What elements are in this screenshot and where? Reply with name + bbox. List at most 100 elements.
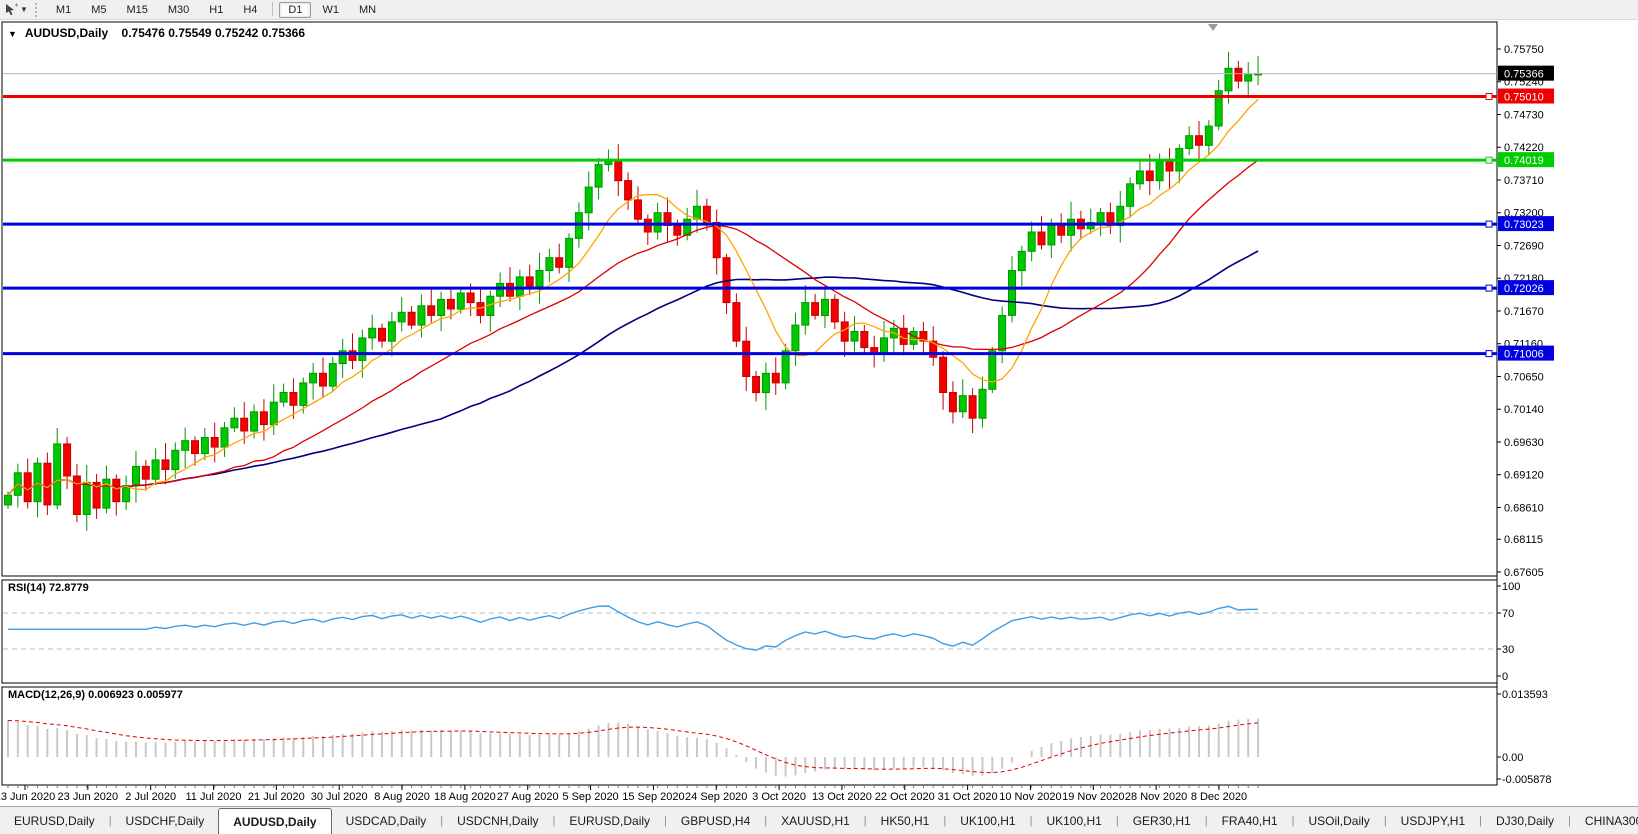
tf-button-m5[interactable]: M5 <box>91 3 107 16</box>
chevron-down-icon[interactable]: ▼ <box>20 5 28 14</box>
tab-separator: | <box>863 815 867 827</box>
candle-body <box>535 270 544 288</box>
candle-body <box>476 302 485 316</box>
tab-gbpusd-h4[interactable]: GBPUSD,H4 <box>680 814 751 828</box>
tab-eurusd-daily[interactable]: EURUSD,Daily <box>14 814 95 828</box>
rsi-tick-label: 70 <box>1502 608 1514 620</box>
level-tag-label: 0.72026 <box>1504 283 1544 295</box>
candle-body <box>387 321 396 342</box>
date-label: 18 Aug 2020 <box>434 791 496 803</box>
ma-mid-line <box>7 159 1259 496</box>
symbol-tabs: EURUSD,Daily | USDCHF,Daily AUDUSD,Daily USD… <box>0 807 1638 834</box>
tab-usdcad-daily[interactable]: USDCAD,Daily <box>345 814 427 828</box>
tab-hk50-h1[interactable]: HK50,H1 <box>880 814 930 828</box>
tab-separator: | <box>1204 815 1208 827</box>
candle-body <box>525 276 534 287</box>
candle-body <box>742 340 751 378</box>
tab-separator: | <box>440 815 444 827</box>
level-handle[interactable] <box>1485 220 1493 228</box>
candle-body <box>496 282 505 297</box>
candle-body <box>821 298 829 316</box>
tf-button-m30[interactable]: M30 <box>167 3 190 16</box>
price-pane[interactable] <box>1 21 1498 577</box>
price-tick-label: 0.67605 <box>1504 567 1544 579</box>
candle-body <box>309 372 318 384</box>
candle-body <box>555 257 564 268</box>
candle-body <box>1195 135 1203 146</box>
candle-body <box>181 440 190 451</box>
candle-body <box>269 401 278 426</box>
tf-button-h4[interactable]: H4 <box>243 3 258 16</box>
macd-label: MACD(12,26,9) 0.006923 0.005977 <box>8 689 183 701</box>
candle-body <box>427 305 436 316</box>
level-handle[interactable] <box>1485 350 1493 358</box>
date-label: 15 Sep 2020 <box>622 791 684 803</box>
tab-usdchf-daily[interactable]: USDCHF,Daily <box>125 814 205 828</box>
date-label: 11 Jul 2020 <box>185 791 241 803</box>
candle-body <box>132 465 140 487</box>
date-label: 8 Dec 2020 <box>1191 791 1247 803</box>
rsi-tick-label: 0 <box>1502 671 1508 683</box>
tf-button-m1[interactable]: M1 <box>55 3 72 16</box>
candle-body <box>1224 67 1233 92</box>
tab-uk100-h1[interactable]: UK100,H1 <box>1046 814 1102 828</box>
candle-body <box>1126 183 1135 207</box>
tab-fra40-h1[interactable]: FRA40,H1 <box>1221 814 1278 828</box>
tab-separator: | <box>1479 815 1483 827</box>
tab-usdcnh-daily[interactable]: USDCNH,Daily <box>457 814 539 828</box>
tab-separator: | <box>1568 815 1571 827</box>
candle-body <box>673 225 682 236</box>
macd-pane[interactable] <box>1 686 1498 786</box>
level-handle[interactable] <box>1485 284 1493 292</box>
candle-body <box>515 276 524 297</box>
level-handle[interactable] <box>1485 156 1493 164</box>
macd-tick-label: 0.00 <box>1502 752 1523 764</box>
level-handle[interactable] <box>1485 93 1493 101</box>
tab-audusd-daily[interactable]: AUDUSD,Daily <box>218 808 332 834</box>
candle-body <box>1155 160 1164 182</box>
candle-body <box>299 382 308 406</box>
tab-xauusd-h1[interactable]: XAUUSD,H1 <box>781 814 850 828</box>
tab-eurusd-daily[interactable]: EURUSD,Daily <box>569 814 651 828</box>
price-tick-label: 0.73710 <box>1504 175 1544 187</box>
tab-usdjpy-h1[interactable]: USDJPY,H1 <box>1400 814 1466 828</box>
candle-body <box>259 411 268 426</box>
candle-body <box>1204 125 1213 146</box>
price-tick-label: 0.68610 <box>1504 502 1544 514</box>
tab-uk100-h1[interactable]: UK100,H1 <box>960 814 1016 828</box>
date-label: 19 Nov 2020 <box>1062 791 1124 803</box>
tab-ger30-h1[interactable]: GER30,H1 <box>1132 814 1191 828</box>
rsi-pane[interactable] <box>1 579 1498 684</box>
tab-dj30-daily[interactable]: DJ30,Daily <box>1496 814 1555 828</box>
date-label: 3 Oct 2020 <box>752 791 806 803</box>
tab-separator: | <box>943 815 947 827</box>
tab-usoil-daily[interactable]: USOil,Daily <box>1308 814 1370 828</box>
tf-button-d1[interactable]: D1 <box>279 1 312 18</box>
price-tick-label: 0.75750 <box>1504 44 1544 56</box>
candle-body <box>1214 90 1223 127</box>
candle-body <box>141 465 150 480</box>
candle-body <box>102 478 111 509</box>
tab-china300-h1[interactable]: CHINA300,H1 <box>1584 814 1638 828</box>
candle-body <box>348 350 357 361</box>
candle-body <box>466 292 475 304</box>
tf-button-h1[interactable]: H1 <box>209 3 224 16</box>
candle-body <box>880 337 888 355</box>
tf-button-mn[interactable]: MN <box>358 3 377 16</box>
date-label: 5 Sep 2020 <box>562 791 618 803</box>
tf-button-w1[interactable]: W1 <box>322 3 339 16</box>
current-price-tag <box>1498 65 1554 81</box>
collapse-triangle-icon[interactable]: ▼ <box>8 29 17 39</box>
price-tick-label: 0.72690 <box>1504 240 1544 252</box>
toolbar-grip <box>34 2 42 17</box>
candle-body <box>1244 74 1253 82</box>
date-label: 13 Oct 2020 <box>812 791 872 803</box>
chart-cursor-icon[interactable] <box>4 3 18 16</box>
candle-body <box>161 459 170 470</box>
level-tag <box>1498 88 1554 104</box>
rsi-tick-label: 100 <box>1502 581 1520 593</box>
tf-button-m15[interactable]: M15 <box>126 3 148 16</box>
price-tick-label: 0.69120 <box>1504 470 1544 482</box>
candle-body <box>122 485 131 503</box>
